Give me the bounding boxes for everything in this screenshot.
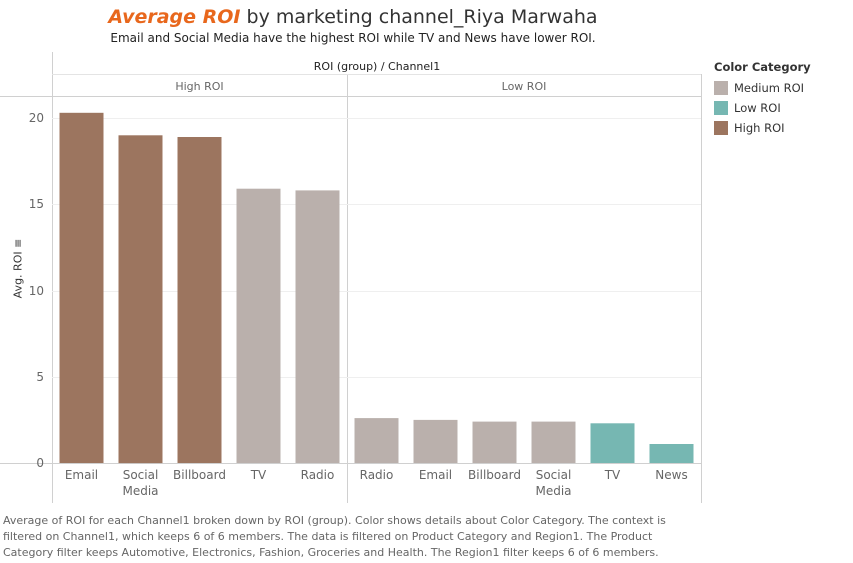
legend-label: Low ROI <box>734 101 781 115</box>
x-tick-label: Radio <box>360 468 394 482</box>
footnote: Average of ROI for each Channel1 broken … <box>3 514 666 559</box>
x-tick-label: Social <box>123 468 159 482</box>
x-labels: Email Social Media Billboard TV Radio Radio Ema… <box>65 468 688 498</box>
group-label-low-roi: Low ROI <box>501 80 547 93</box>
x-tick-label: Media <box>122 484 158 498</box>
bar-low-roi-radio[interactable] <box>354 418 399 463</box>
x-tick-label: TV <box>604 468 621 482</box>
chart-subtitle: Email and Social Media have the highest … <box>110 31 596 45</box>
x-tick-label: Email <box>65 468 98 482</box>
x-tick-label: Billboard <box>468 468 521 482</box>
x-tick-label: News <box>655 468 687 482</box>
legend: Color Category Medium ROI Low ROI High R… <box>714 60 811 138</box>
legend-swatch <box>714 121 728 135</box>
y-tick-label: 20 <box>29 111 44 125</box>
title-rest: by marketing channel_Riya Marwaha <box>240 6 598 28</box>
header-title: ROI (group) / Channel1 <box>313 60 441 73</box>
legend-item-medium-roi[interactable]: Medium ROI <box>714 78 811 98</box>
bar-low-roi-email[interactable] <box>413 419 458 463</box>
y-ticks: 0 5 10 15 20 <box>29 111 44 470</box>
legend-swatch <box>714 101 728 115</box>
bars <box>59 112 694 464</box>
legend-item-low-roi[interactable]: Low ROI <box>714 98 811 118</box>
x-tick-label: Billboard <box>173 468 226 482</box>
y-tick-label: 0 <box>36 456 44 470</box>
bar-high-roi-social-media[interactable] <box>118 135 163 464</box>
legend-swatch <box>714 81 728 95</box>
x-tick-label: TV <box>250 468 267 482</box>
x-tick-label: Social <box>536 468 572 482</box>
group-label-high-roi: High ROI <box>175 80 224 93</box>
legend-label: High ROI <box>734 121 785 135</box>
legend-label: Medium ROI <box>734 81 805 95</box>
bar-high-roi-billboard[interactable] <box>177 137 222 463</box>
bar-high-roi-radio[interactable] <box>295 190 340 463</box>
y-tick-label: 15 <box>29 197 44 211</box>
title-accent: Average ROI <box>108 6 241 28</box>
bar-low-roi-social-media[interactable] <box>531 421 576 463</box>
x-tick-label: Radio <box>301 468 335 482</box>
x-tick-label: Media <box>535 484 571 498</box>
chart-title: Average ROI by marketing channel_Riya Ma… <box>0 6 706 28</box>
bar-high-roi-email[interactable] <box>59 112 104 464</box>
bar-high-roi-tv[interactable] <box>236 188 281 463</box>
y-tick-label: 10 <box>29 284 44 298</box>
chart-frame <box>0 52 702 503</box>
y-tick-label: 5 <box>36 370 44 384</box>
legend-title: Color Category <box>714 60 811 74</box>
x-tick-label: Email <box>419 468 452 482</box>
bar-low-roi-billboard[interactable] <box>472 421 517 463</box>
bar-low-roi-news[interactable] <box>649 444 694 463</box>
legend-item-high-roi[interactable]: High ROI <box>714 118 811 138</box>
bar-low-roi-tv[interactable] <box>590 423 635 463</box>
